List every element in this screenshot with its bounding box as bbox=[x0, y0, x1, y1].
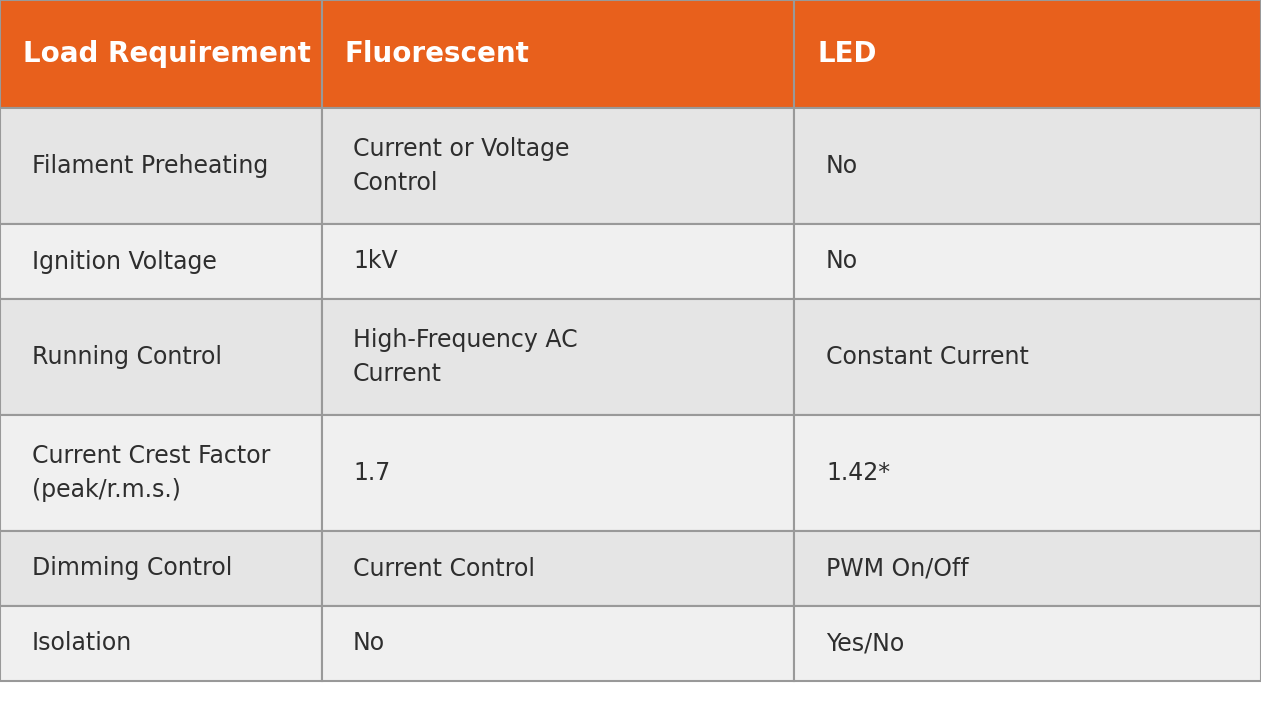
Text: Ignition Voltage: Ignition Voltage bbox=[32, 250, 217, 274]
Bar bbox=[0, 415, 322, 531]
Text: High-Frequency AC
Current: High-Frequency AC Current bbox=[353, 328, 578, 386]
Text: No: No bbox=[353, 631, 385, 655]
Text: Isolation: Isolation bbox=[32, 631, 132, 655]
Text: Running Control: Running Control bbox=[32, 345, 222, 369]
Text: 1kV: 1kV bbox=[353, 250, 397, 274]
Bar bbox=[794, 0, 1261, 108]
Text: LED: LED bbox=[817, 40, 876, 68]
Text: Constant Current: Constant Current bbox=[826, 345, 1029, 369]
Text: No: No bbox=[826, 154, 857, 178]
Text: PWM On/Off: PWM On/Off bbox=[826, 557, 968, 581]
Bar bbox=[794, 108, 1261, 224]
Text: Current Crest Factor
(peak/r.m.s.): Current Crest Factor (peak/r.m.s.) bbox=[32, 445, 270, 502]
Text: Yes/No: Yes/No bbox=[826, 631, 904, 655]
Bar bbox=[0, 108, 322, 224]
Bar bbox=[794, 299, 1261, 415]
Bar bbox=[794, 606, 1261, 681]
Bar bbox=[322, 224, 794, 299]
Bar bbox=[322, 0, 794, 108]
Bar bbox=[0, 531, 322, 606]
Bar bbox=[322, 299, 794, 415]
Bar bbox=[794, 224, 1261, 299]
Bar bbox=[322, 531, 794, 606]
Bar bbox=[0, 606, 322, 681]
Text: No: No bbox=[826, 250, 857, 274]
Text: Dimming Control: Dimming Control bbox=[32, 557, 232, 581]
Text: Filament Preheating: Filament Preheating bbox=[32, 154, 267, 178]
Bar bbox=[794, 531, 1261, 606]
Text: Current or Voltage
Control: Current or Voltage Control bbox=[353, 138, 570, 195]
Bar bbox=[322, 108, 794, 224]
Text: Fluorescent: Fluorescent bbox=[344, 40, 530, 68]
Bar bbox=[794, 415, 1261, 531]
Text: Current Control: Current Control bbox=[353, 557, 535, 581]
Bar bbox=[0, 224, 322, 299]
Text: 1.42*: 1.42* bbox=[826, 461, 890, 485]
Text: 1.7: 1.7 bbox=[353, 461, 391, 485]
Bar bbox=[0, 0, 322, 108]
Bar bbox=[0, 299, 322, 415]
Bar bbox=[322, 415, 794, 531]
Bar bbox=[322, 606, 794, 681]
Text: Load Requirement: Load Requirement bbox=[23, 40, 310, 68]
